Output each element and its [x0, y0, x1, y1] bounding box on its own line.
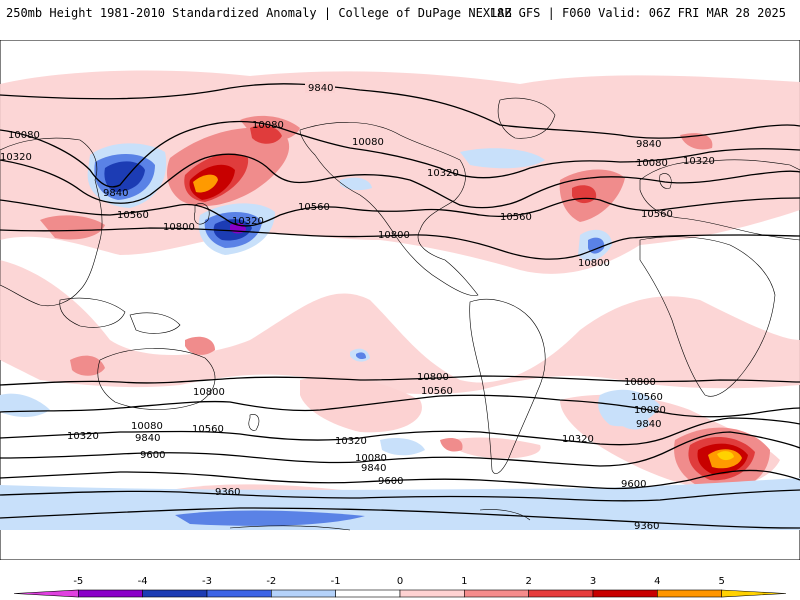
colorbar-bar: [13, 589, 787, 598]
contour-label: 10080: [131, 421, 163, 432]
contour-label: 10560: [631, 392, 663, 403]
contour-label: 10800: [378, 230, 410, 241]
contour-label: 10800: [578, 258, 610, 269]
colorbar-segment: [78, 589, 143, 598]
colorbar-tick-label: 5: [718, 576, 724, 587]
contour-label: 10320: [562, 434, 594, 445]
colorbar-tick-label: -4: [138, 576, 148, 587]
colorbar-legend: -5 -4 -3 -2 -1 0 1 2 3 4 5: [13, 576, 787, 598]
colorbar-tick-label: -2: [266, 576, 276, 587]
colorbar-tick-label: 4: [654, 576, 660, 587]
contour-label: 9360: [634, 521, 659, 532]
contour-label: 9840: [636, 419, 661, 430]
colorbar-tick-label: -3: [202, 576, 212, 587]
contour-label: 10320: [683, 156, 715, 167]
colorbar-tick-label: 0: [397, 576, 403, 587]
map-title: 250mb Height 1981-2010 Standardized Anom…: [6, 6, 512, 20]
colorbar-segment: [721, 589, 787, 598]
contour-label: 9600: [378, 476, 403, 487]
colorbar-tick-labels: -5 -4 -3 -2 -1 0 1 2 3 4 5: [73, 576, 725, 587]
colorbar-tick-label: 3: [590, 576, 596, 587]
contour-label: 10560: [298, 202, 330, 213]
coastlines: [0, 97, 800, 531]
contour-label: 10080: [8, 130, 40, 141]
contour-label: 10320: [335, 436, 367, 447]
contour-label: 9840: [308, 83, 333, 94]
model-run-info: 18Z GFS | F060 Valid: 06Z FRI MAR 28 202…: [489, 6, 786, 20]
contour-label: 10320: [0, 152, 32, 163]
height-contours: [0, 83, 800, 529]
contour-label: 9840: [361, 463, 386, 474]
contour-label: 10320: [67, 431, 99, 442]
contour-label: 9360: [215, 487, 240, 498]
colorbar-segment: [399, 589, 465, 598]
colorbar-segment: [13, 589, 79, 598]
contour-label: 10560: [117, 210, 149, 221]
contour-label: 10080: [355, 453, 387, 464]
contour-label: 10320: [232, 216, 264, 227]
contour-label: 10800: [163, 222, 195, 233]
contour-label: 10080: [636, 158, 668, 169]
contour-label: 10800: [193, 387, 225, 398]
colorbar-segment: [271, 589, 336, 598]
contour-label: 9840: [636, 139, 661, 150]
contour-label: 9600: [621, 479, 646, 490]
colorbar-segment: [464, 589, 529, 598]
colorbar-tick-label: -1: [331, 576, 341, 587]
contour-label: 10560: [500, 212, 532, 223]
contour-label: 10080: [634, 405, 666, 416]
contour-label: 9840: [103, 188, 128, 199]
contour-label: 10080: [252, 120, 284, 131]
colorbar-segment: [657, 589, 722, 598]
contour-label: 10560: [641, 209, 673, 220]
contour-label: 10320: [427, 168, 459, 179]
anomaly-map: 9840 10080 10320 9840 10080 10560 10320 …: [0, 40, 800, 560]
contour-label: 10560: [421, 386, 453, 397]
colorbar-segment: [142, 589, 208, 598]
contour-label: 9600: [140, 450, 165, 461]
contour-label: 10800: [624, 377, 656, 388]
negative-anomaly-shading: [0, 143, 800, 530]
contour-labels: 9840 10080 10320 9840 10080 10560 10320 …: [0, 81, 715, 532]
colorbar-segment: [528, 589, 594, 598]
contour-label: 10560: [192, 424, 224, 435]
contour-label: 10800: [417, 372, 449, 383]
contour-label: 9840: [135, 433, 160, 444]
colorbar-segment: [592, 589, 658, 598]
contour-label: 10080: [352, 137, 384, 148]
colorbar-tick-label: 2: [525, 576, 531, 587]
colorbar-segment: [335, 589, 401, 598]
colorbar-segment: [206, 589, 272, 598]
colorbar-tick-label: -5: [73, 576, 83, 587]
colorbar-tick-label: 1: [461, 576, 467, 587]
